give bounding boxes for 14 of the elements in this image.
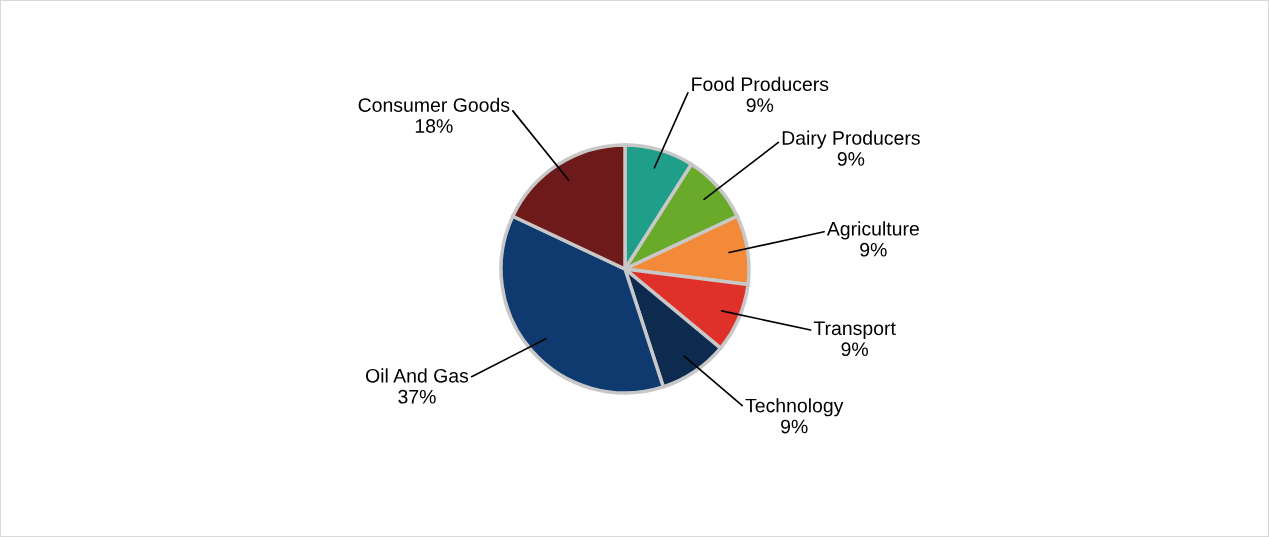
data-label: 9% (781, 419, 808, 434)
data-label: 18% (415, 119, 453, 133)
data-label: 9% (746, 98, 774, 113)
slice-label: Transport (813, 321, 896, 339)
slice-label: Food Producers (692, 76, 829, 92)
slice-label: Consumer Goods (358, 97, 510, 112)
slice-label: Technology (745, 398, 844, 417)
slice-label: Dairy Producers (782, 130, 920, 149)
data-label: 9% (841, 342, 868, 357)
slice-label: Agriculture (826, 221, 919, 240)
data-label: 9% (860, 242, 887, 257)
data-label: 37% (398, 389, 436, 404)
data-label: 9% (837, 152, 865, 166)
slice-label: Oil And Gas (365, 368, 469, 383)
